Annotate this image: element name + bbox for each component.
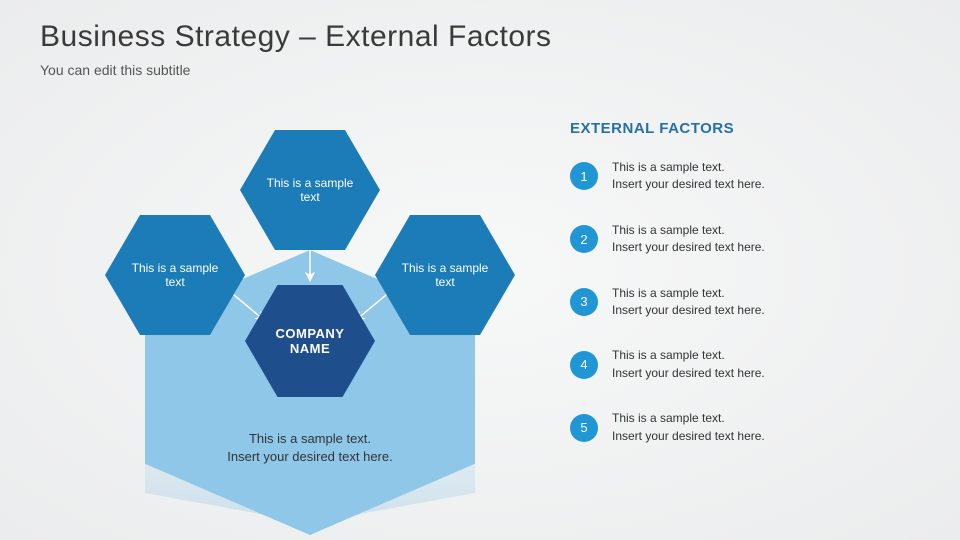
list-item-text: This is a sample text. Insert your desir…: [612, 159, 765, 194]
list-badge: 2: [570, 225, 598, 253]
list-badge: 3: [570, 288, 598, 316]
list-item-text: This is a sample text. Insert your desir…: [612, 285, 765, 320]
page-subtitle: You can edit this subtitle: [40, 62, 190, 78]
list-item-line2: Insert your desired text here.: [612, 240, 765, 254]
hex-node-center-label: COMPANY NAME: [263, 326, 357, 356]
list-item-text: This is a sample text. Insert your desir…: [612, 410, 765, 445]
external-factors-list: EXTERNAL FACTORS 1 This is a sample text…: [570, 120, 910, 473]
list-item: 3 This is a sample text. Insert your des…: [570, 285, 910, 320]
hex-node-top: This is a sample text: [240, 130, 380, 250]
hexagon-diagram: This is a sample text This is a sample t…: [100, 120, 520, 480]
list-heading: EXTERNAL FACTORS: [570, 120, 910, 137]
list-item-line1: This is a sample text.: [612, 160, 725, 174]
list-item-text: This is a sample text. Insert your desir…: [612, 222, 765, 257]
list-item-line1: This is a sample text.: [612, 223, 725, 237]
list-badge: 1: [570, 162, 598, 190]
diagram-caption-line2: Insert your desired text here.: [227, 449, 392, 464]
list-item-line2: Insert your desired text here.: [612, 366, 765, 380]
list-item: 4 This is a sample text. Insert your des…: [570, 347, 910, 382]
hex-node-left-label: This is a sample text: [123, 261, 227, 289]
list-item-line2: Insert your desired text here.: [612, 303, 765, 317]
list-item-line1: This is a sample text.: [612, 286, 725, 300]
list-item-line2: Insert your desired text here.: [612, 177, 765, 191]
page-title: Business Strategy – External Factors: [40, 20, 552, 54]
list-item: 5 This is a sample text. Insert your des…: [570, 410, 910, 445]
diagram-caption: This is a sample text. Insert your desir…: [160, 430, 460, 466]
list-item-line1: This is a sample text.: [612, 411, 725, 425]
list-badge: 5: [570, 414, 598, 442]
diagram-caption-line1: This is a sample text.: [249, 431, 371, 446]
list-item: 2 This is a sample text. Insert your des…: [570, 222, 910, 257]
hex-node-top-label: This is a sample text: [258, 176, 362, 204]
list-item-line1: This is a sample text.: [612, 348, 725, 362]
hex-node-right-label: This is a sample text: [393, 261, 497, 289]
list-badge: 4: [570, 351, 598, 379]
list-item: 1 This is a sample text. Insert your des…: [570, 159, 910, 194]
list-item-text: This is a sample text. Insert your desir…: [612, 347, 765, 382]
list-item-line2: Insert your desired text here.: [612, 429, 765, 443]
